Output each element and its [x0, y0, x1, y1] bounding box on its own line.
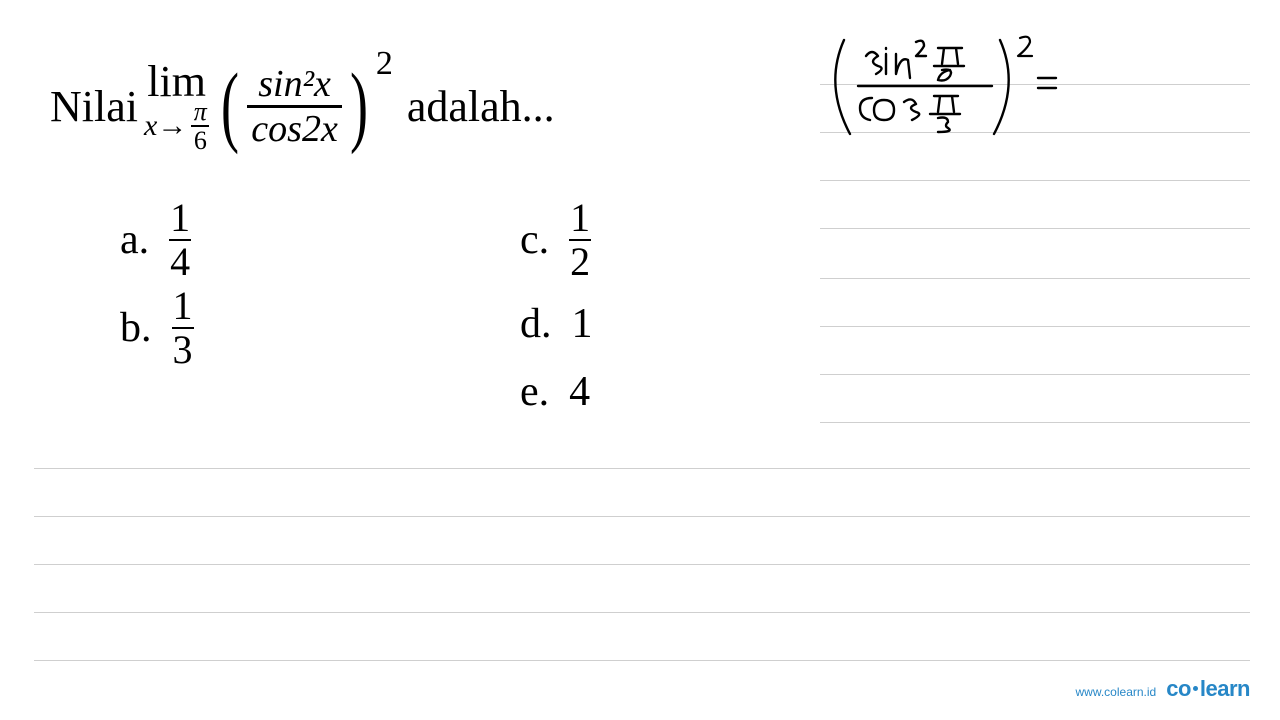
option-fraction: 1 4 — [169, 200, 191, 280]
right-paren-icon: ) — [350, 71, 368, 141]
option-value: 4 — [569, 368, 590, 416]
option-num: 1 — [170, 200, 190, 236]
footer-brand: colearn — [1166, 676, 1250, 702]
option-num: 1 — [173, 288, 193, 324]
handwriting-svg — [822, 30, 1082, 150]
lim-subscript: x → π 6 — [144, 100, 209, 153]
lim-to-num: π — [194, 100, 207, 123]
lim-to-fraction: π 6 — [191, 100, 209, 153]
option-den: 2 — [570, 244, 590, 280]
option-d: d. 1 — [520, 300, 593, 348]
brand-suffix: learn — [1200, 676, 1250, 701]
option-num: 1 — [570, 200, 590, 236]
outer-exponent: 2 — [376, 45, 393, 83]
lim-var: x — [144, 111, 157, 141]
option-letter: b. — [120, 304, 152, 352]
handwritten-work — [822, 30, 1082, 155]
option-b: b. 1 3 — [120, 288, 194, 368]
question-lead: Nilai — [50, 81, 138, 132]
page: Nilai lim x → π 6 ( sin²x — [0, 0, 1280, 720]
lim-to-den: 6 — [194, 129, 207, 152]
option-den: 4 — [170, 244, 190, 280]
question-expression: Nilai lim x → π 6 ( sin²x — [50, 60, 555, 153]
footer-url: www.colearn.id — [1076, 685, 1157, 699]
rule-line — [820, 422, 1250, 423]
question-trail: adalah... — [407, 81, 555, 132]
rule-line — [34, 564, 1250, 565]
rule-line — [34, 660, 1250, 661]
option-value: 1 — [572, 300, 593, 348]
option-den: 3 — [173, 332, 193, 368]
lim-arrow: → — [157, 111, 187, 141]
left-paren-icon: ( — [221, 71, 239, 141]
option-letter: e. — [520, 368, 549, 416]
footer: www.colearn.id colearn — [1076, 676, 1250, 702]
option-fraction: 1 3 — [172, 288, 194, 368]
rule-line — [820, 374, 1250, 375]
rule-line — [820, 180, 1250, 181]
limit-block: lim x → π 6 — [144, 60, 209, 153]
option-c: c. 1 2 — [520, 200, 593, 280]
rule-line — [820, 326, 1250, 327]
option-letter: a. — [120, 216, 149, 264]
fraction-numerator: sin²x — [254, 63, 335, 105]
rule-line — [34, 468, 1250, 469]
option-a: a. 1 4 — [120, 200, 194, 280]
option-letter: c. — [520, 216, 549, 264]
parenthesized-fraction: ( sin²x cos2x ) 2 — [215, 63, 393, 150]
rule-line — [820, 228, 1250, 229]
main-fraction: sin²x cos2x — [247, 63, 342, 150]
rule-line — [34, 516, 1250, 517]
brand-dot-icon — [1193, 686, 1198, 691]
fraction-denominator: cos2x — [247, 108, 342, 150]
brand-prefix: co — [1166, 676, 1191, 701]
rule-line — [820, 278, 1250, 279]
rule-line — [34, 612, 1250, 613]
option-fraction: 1 2 — [569, 200, 591, 280]
option-letter: d. — [520, 300, 552, 348]
option-e: e. 4 — [520, 368, 593, 416]
